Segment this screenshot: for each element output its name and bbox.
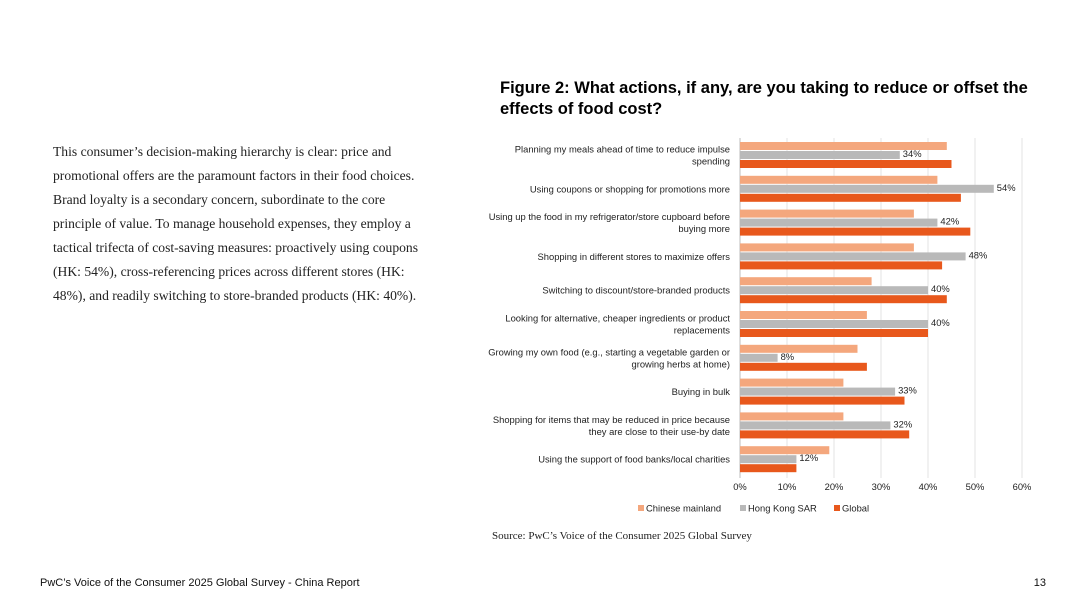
bar-hong-kong-sar — [740, 387, 896, 396]
category-label-line: Switching to discount/store-branded prod… — [542, 285, 730, 296]
bar-hong-kong-sar — [740, 320, 928, 328]
category-label-line: Using the support of food banks/local ch… — [538, 454, 730, 465]
legend-label-chinese-mainland: Chinese mainland — [646, 503, 721, 514]
category-label: Planning my meals ahead of time to reduc… — [515, 144, 730, 167]
bar-global — [740, 430, 910, 439]
bar-chinese-mainland — [740, 175, 938, 184]
data-label: 40% — [931, 283, 950, 294]
category-label: Using the support of food banks/local ch… — [538, 454, 730, 465]
bar-global — [740, 362, 867, 371]
category-label-line: spending — [692, 156, 730, 167]
data-label: 40% — [931, 317, 950, 328]
bar-hong-kong-sar — [740, 252, 966, 261]
data-label: 54% — [997, 182, 1016, 193]
bar-global — [740, 329, 928, 337]
bar-chart: Planning my meals ahead of time to reduc… — [488, 138, 1032, 514]
footer-report-title: PwC’s Voice of the Consumer 2025 Global … — [40, 577, 360, 589]
data-label: 34% — [903, 148, 922, 159]
bar-hong-kong-sar — [740, 421, 891, 430]
bar-chinese-mainland — [740, 446, 830, 455]
category-label: Using up the food in my refrigerator/sto… — [489, 211, 730, 234]
category-label: Using coupons or shopping for promotions… — [530, 183, 730, 194]
category-label-line: they are close to their use-by date — [589, 426, 730, 437]
bar-chinese-mainland — [740, 243, 914, 252]
category-label-line: replacements — [674, 325, 731, 336]
category-label: Shopping for items that may be reduced i… — [493, 414, 730, 437]
bar-chinese-mainland — [740, 209, 914, 218]
legend-label-global: Global — [842, 503, 869, 514]
x-tick-label: 50% — [966, 481, 985, 492]
category-label-line: buying more — [678, 223, 730, 234]
bar-global — [740, 193, 961, 202]
bar-chinese-mainland — [740, 344, 858, 353]
category-label-line: Planning my meals ahead of time to reduc… — [515, 144, 730, 155]
bar-global — [740, 227, 971, 236]
category-label: Shopping in different stores to maximize… — [538, 251, 731, 262]
category-label-line: Buying in bulk — [672, 386, 731, 397]
x-tick-label: 0% — [733, 481, 747, 492]
footer-page-number: 13 — [1033, 577, 1046, 589]
bar-global — [740, 261, 943, 270]
category-label: Switching to discount/store-branded prod… — [542, 285, 730, 296]
bar-chinese-mainland — [740, 378, 844, 387]
bar-global — [740, 295, 947, 304]
bar-hong-kong-sar — [740, 184, 994, 193]
bar-hong-kong-sar — [740, 286, 928, 295]
bar-global — [740, 396, 905, 405]
x-tick-label: 30% — [872, 481, 891, 492]
bar-hong-kong-sar — [740, 151, 900, 159]
category-label: Looking for alternative, cheaper ingredi… — [505, 313, 730, 336]
category-label-line: Using coupons or shopping for promotions… — [530, 183, 730, 194]
data-label: 12% — [799, 452, 818, 463]
body-paragraph: This consumer’s decision-making hierarch… — [53, 144, 419, 303]
bar-global — [740, 464, 797, 473]
bar-global — [740, 160, 952, 168]
data-label: 8% — [781, 351, 795, 362]
data-label: 32% — [893, 418, 912, 429]
x-tick-label: 40% — [919, 481, 938, 492]
category-label: Growing my own food (e.g., starting a ve… — [488, 346, 730, 369]
bar-chinese-mainland — [740, 277, 872, 286]
x-tick-label: 10% — [778, 481, 797, 492]
x-tick-label: 20% — [825, 481, 844, 492]
legend-label-hong-kong-sar: Hong Kong SAR — [748, 503, 817, 514]
bar-hong-kong-sar — [740, 218, 938, 227]
legend-swatch-global — [834, 505, 840, 511]
legend-swatch-hong-kong-sar — [740, 505, 746, 511]
figure-title: Figure 2: What actions, if any, are you … — [500, 79, 1028, 118]
category-label-line: Looking for alternative, cheaper ingredi… — [505, 313, 730, 324]
category-label-line: growing herbs at home) — [632, 358, 731, 369]
bar-chinese-mainland — [740, 142, 947, 150]
x-tick-label: 60% — [1013, 481, 1032, 492]
category-label: Buying in bulk — [672, 386, 731, 397]
category-label-line: Growing my own food (e.g., starting a ve… — [488, 346, 730, 357]
bar-chinese-mainland — [740, 311, 867, 319]
data-label: 33% — [898, 385, 917, 396]
data-label: 48% — [969, 249, 988, 260]
data-label: 42% — [940, 216, 959, 227]
category-label-line: Using up the food in my refrigerator/sto… — [489, 211, 730, 222]
bar-hong-kong-sar — [740, 353, 778, 362]
legend-swatch-chinese-mainland — [638, 505, 644, 511]
category-label-line: Shopping in different stores to maximize… — [538, 251, 731, 262]
bar-hong-kong-sar — [740, 455, 797, 464]
category-label-line: Shopping for items that may be reduced i… — [493, 414, 730, 425]
source-note: Source: PwC’s Voice of the Consumer 2025… — [492, 530, 752, 542]
bar-chinese-mainland — [740, 412, 844, 421]
